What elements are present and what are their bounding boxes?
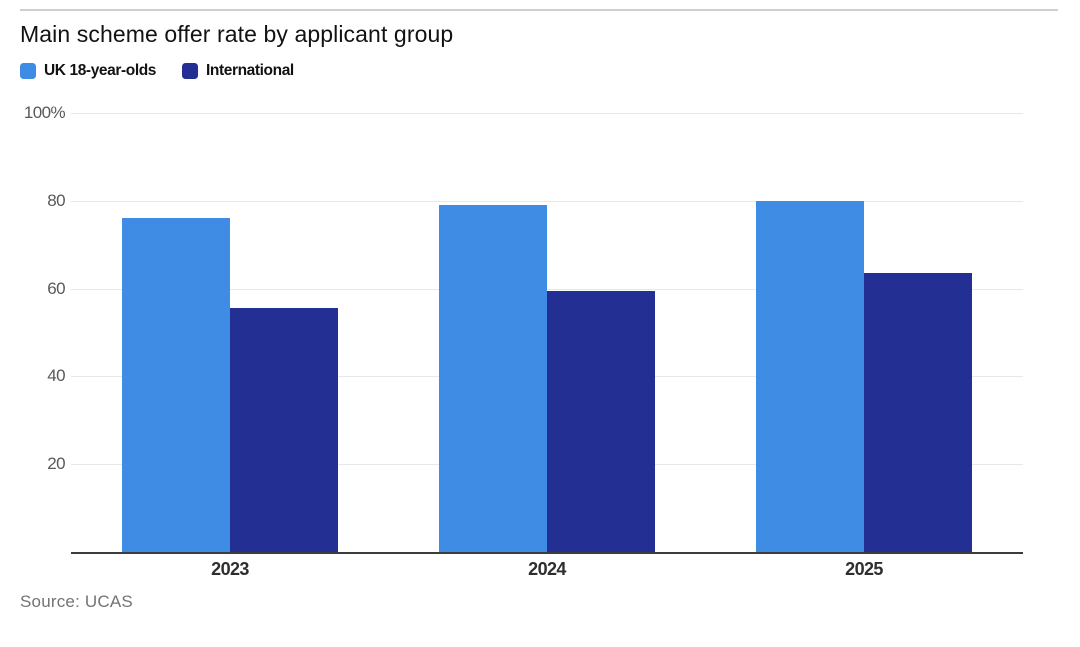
legend-item-0: UK 18-year-olds [20,62,156,80]
x-axis-line [71,552,1023,554]
bar-2025-uk-18-year-olds [756,201,864,552]
bar-2023-international [230,308,338,552]
y-axis-tick-label: 40 [47,366,65,385]
x-axis-tick-label: 2023 [211,559,249,579]
legend-swatch-icon [182,63,199,79]
bar-2025-international [864,273,972,552]
x-axis-tick-label: 2024 [528,559,566,579]
legend-swatch-icon [20,63,36,79]
legend: UK 18-year-olds International [20,62,294,80]
legend-item-1: International [182,62,294,80]
source-note: Source: UCAS [20,592,133,611]
chart-title: Main scheme offer rate by applicant grou… [20,21,454,47]
bar-2024-uk-18-year-olds [439,205,547,552]
y-axis-tick-label: 20 [47,454,65,473]
gridline-100 [71,113,1023,114]
legend-label: International [206,62,294,79]
gridline-60 [71,289,1023,290]
gridline-80 [71,201,1023,202]
y-axis-tick-label: 60 [47,279,65,298]
x-axis-tick-label: 2025 [845,559,883,579]
y-axis-tick-label: 80 [47,191,65,210]
legend-label: UK 18-year-olds [44,62,157,79]
top-divider [20,9,1058,11]
y-axis-tick-label: 100% [23,103,66,122]
bar-2024-international [547,291,655,552]
bar-2023-uk-18-year-olds [122,218,230,552]
